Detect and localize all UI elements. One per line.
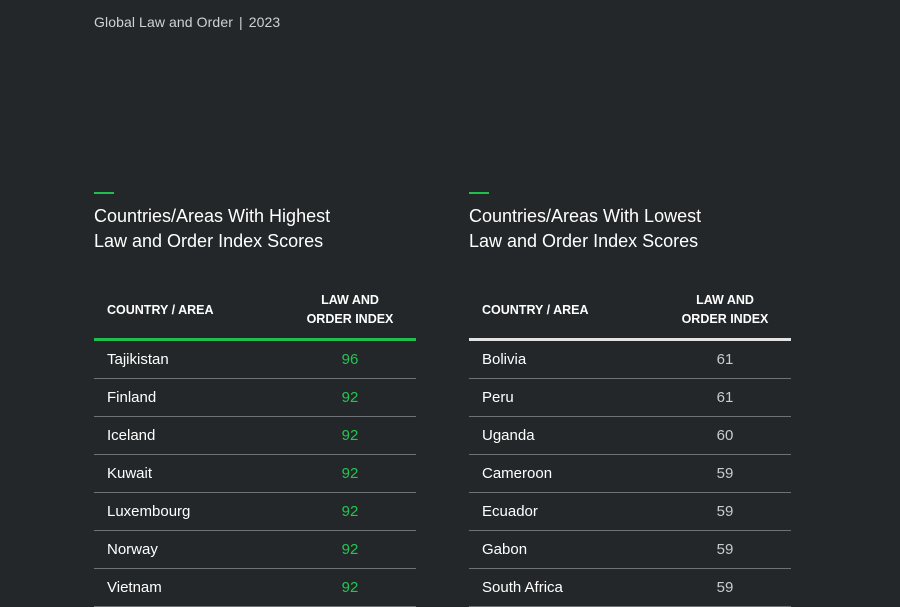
report-header: Global Law and Order | 2023: [94, 14, 280, 30]
column-header-index: LAW AND ORDER INDEX: [659, 291, 791, 329]
score-cell: 92: [341, 503, 359, 520]
country-cell: Vietnam: [107, 579, 162, 596]
score-cell: 59: [716, 541, 734, 558]
lowest-scores-table: COUNTRY / AREA LAW AND ORDER INDEX Boliv…: [469, 286, 791, 607]
header-separator: |: [238, 14, 243, 30]
column-header-index-line-1: LAW AND: [696, 293, 754, 307]
table-row: Vietnam 92: [94, 569, 416, 607]
table-row: South Africa 59: [469, 569, 791, 607]
table-row: Kuwait 92: [94, 455, 416, 493]
table-row: Uganda 60: [469, 417, 791, 455]
accent-bar: [469, 192, 489, 194]
score-cell: 92: [341, 389, 359, 406]
table-row: Bolivia 61: [469, 341, 791, 379]
country-cell: South Africa: [482, 579, 563, 596]
column-header-index: LAW AND ORDER INDEX: [284, 291, 416, 329]
country-cell: Finland: [107, 389, 157, 406]
score-cell: 59: [716, 503, 734, 520]
column-header-index-line-2: ORDER INDEX: [681, 312, 769, 326]
table-row: Ecuador 59: [469, 493, 791, 531]
column-header-index-line-1: LAW AND: [321, 293, 379, 307]
score-cell: 92: [341, 465, 359, 482]
country-cell: Kuwait: [107, 465, 153, 482]
country-cell: Uganda: [482, 427, 535, 444]
title-line-1: Countries/Areas With Lowest: [469, 206, 702, 226]
score-cell: 92: [341, 541, 359, 558]
score-cell: 92: [341, 427, 359, 444]
lowest-scores-panel: Countries/Areas With Lowest Law and Orde…: [469, 192, 791, 607]
table-row: Gabon 59: [469, 531, 791, 569]
highest-scores-panel: Countries/Areas With Highest Law and Ord…: [94, 192, 416, 607]
country-cell: Gabon: [482, 541, 528, 558]
table-header: COUNTRY / AREA LAW AND ORDER INDEX: [469, 286, 791, 341]
table-row: Norway 92: [94, 531, 416, 569]
country-cell: Bolivia: [482, 351, 527, 368]
country-cell: Luxembourg: [107, 503, 191, 520]
table-row: Tajikistan 96: [94, 341, 416, 379]
table-row: Luxembourg 92: [94, 493, 416, 531]
lowest-scores-title: Countries/Areas With Lowest Law and Orde…: [469, 204, 791, 253]
title-line-2: Law and Order Index Scores: [94, 230, 324, 251]
column-header-country: COUNTRY / AREA: [107, 302, 214, 317]
score-cell: 61: [716, 351, 734, 368]
column-header-country: COUNTRY / AREA: [482, 302, 589, 317]
highest-scores-table: COUNTRY / AREA LAW AND ORDER INDEX Tajik…: [94, 286, 416, 607]
country-cell: Norway: [107, 541, 158, 558]
table-row: Cameroon 59: [469, 455, 791, 493]
table-row: Iceland 92: [94, 417, 416, 455]
accent-bar: [94, 192, 114, 194]
table-row: Peru 61: [469, 379, 791, 417]
country-cell: Ecuador: [482, 503, 538, 520]
country-cell: Iceland: [107, 427, 156, 444]
publication-name: Global Law and Order: [94, 14, 233, 30]
highest-scores-title: Countries/Areas With Highest Law and Ord…: [94, 204, 416, 253]
score-cell: 59: [716, 579, 734, 596]
table-row: Finland 92: [94, 379, 416, 417]
column-header-index-line-2: ORDER INDEX: [306, 312, 394, 326]
score-cell: 59: [716, 465, 734, 482]
country-cell: Peru: [482, 389, 514, 406]
table-header: COUNTRY / AREA LAW AND ORDER INDEX: [94, 286, 416, 341]
score-cell: 92: [341, 579, 359, 596]
report-year: 2023: [248, 14, 281, 30]
title-line-1: Countries/Areas With Highest: [94, 206, 331, 226]
score-cell: 60: [716, 427, 734, 444]
country-cell: Tajikistan: [107, 351, 169, 368]
country-cell: Cameroon: [482, 465, 553, 482]
score-cell: 96: [341, 351, 359, 368]
title-line-2: Law and Order Index Scores: [469, 230, 699, 251]
score-cell: 61: [716, 389, 734, 406]
